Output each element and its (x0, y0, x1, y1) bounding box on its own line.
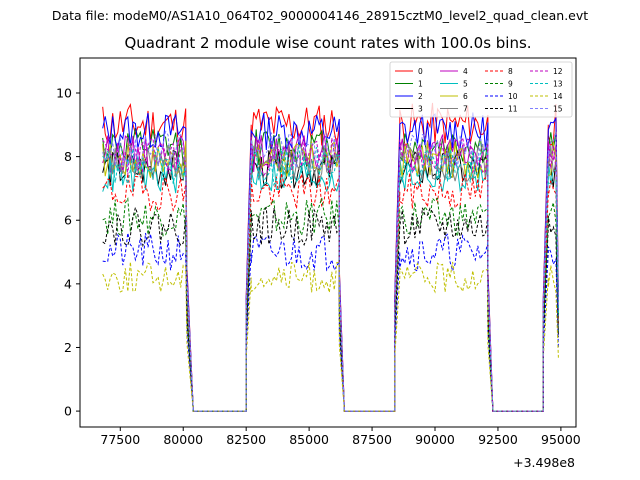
x-tick-label: 85000 (289, 432, 329, 447)
series-line-2 (102, 112, 559, 412)
x-tick-label: 90000 (415, 432, 455, 447)
series-layer (102, 102, 559, 412)
legend-label-3: 3 (418, 104, 423, 113)
x-tick-label: 95000 (541, 432, 581, 447)
legend-label-7: 7 (463, 104, 468, 113)
figure-suptitle: Data file: modeM0/AS1A10_064T02_90000041… (51, 8, 589, 23)
y-tick-label: 6 (64, 213, 72, 228)
legend-label-9: 9 (508, 79, 513, 88)
series-line-15 (102, 130, 559, 412)
legend-label-1: 1 (418, 79, 423, 88)
tick-layer: 77500 80000 82500 85000 87500 90000 92500 95000… (56, 85, 581, 447)
legend-label-8: 8 (508, 67, 513, 76)
x-tick-label: 77500 (100, 432, 140, 447)
legend-label-10: 10 (508, 92, 518, 101)
legend-label-4: 4 (463, 67, 468, 76)
y-tick-label: 2 (64, 340, 72, 355)
legend-label-12: 12 (553, 67, 563, 76)
y-tick-label: 10 (56, 85, 72, 100)
legend-label-2: 2 (418, 92, 423, 101)
legend-label-13: 13 (553, 79, 563, 88)
x-tick-label: 92500 (478, 432, 518, 447)
series-line-12 (102, 136, 559, 412)
legend-box (389, 61, 573, 118)
series-line-13 (102, 146, 559, 412)
series-line-8 (102, 171, 559, 412)
legend-label-6: 6 (463, 92, 468, 101)
y-tick-label: 8 (64, 149, 72, 164)
x-tick-label: 82500 (226, 432, 266, 447)
x-tick-label: 80000 (163, 432, 203, 447)
axes-frame (79, 57, 577, 428)
legend-label-11: 11 (508, 104, 518, 113)
legend-label-5: 5 (463, 79, 468, 88)
x-offset-label: +3.498e8 (513, 455, 575, 470)
legend-label-14: 14 (553, 92, 563, 101)
legend-label-0: 0 (418, 67, 423, 76)
series-line-10 (102, 232, 559, 412)
series-line-14 (102, 261, 559, 412)
x-tick-label: 87500 (352, 432, 392, 447)
y-tick-label: 0 (64, 404, 72, 419)
series-line-9 (102, 197, 559, 412)
legend-label-15: 15 (553, 104, 563, 113)
chart-title: Quadrant 2 module wise count rates with … (124, 34, 532, 52)
series-line-11 (102, 205, 559, 412)
y-tick-label: 4 (64, 276, 72, 291)
